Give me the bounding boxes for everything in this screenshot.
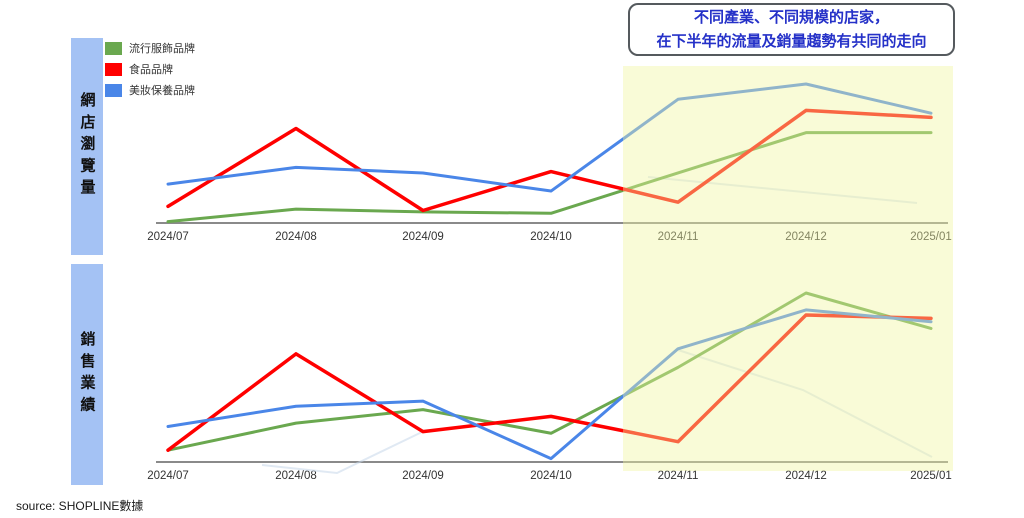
x-axis-label: 2025/01: [910, 470, 952, 482]
x-axis-label: 2024/09: [402, 231, 444, 243]
x-axis-label: 2024/12: [785, 470, 827, 482]
ghost-line: [677, 349, 933, 458]
highlight-region: [623, 66, 953, 471]
legend-swatch-icon: [105, 41, 122, 55]
x-axis-label: 2024/09: [402, 470, 444, 482]
series-line-0: [166, 131, 933, 224]
x-axis-label: 2024/08: [275, 231, 317, 243]
row-label-pageviews: 網店瀏覽量: [71, 38, 103, 255]
legend-swatch-icon: [105, 62, 122, 76]
x-axis-label: 2024/12: [785, 231, 827, 243]
x-axis-label: 2024/08: [275, 470, 317, 482]
x-axis-label: 2024/07: [147, 470, 189, 482]
x-axis-label: 2024/07: [147, 231, 189, 243]
legend-label: 食品品牌: [129, 64, 173, 76]
insight-callout: 不同產業、不同規模的店家， 在下半年的流量及銷量趨勢有共同的走向: [628, 3, 955, 56]
series-line-2: [166, 82, 933, 193]
legend-item-0: 流行服飾品牌: [105, 40, 195, 56]
callout-line-2: 在下半年的流量及銷量趨勢有共同的走向: [656, 32, 927, 50]
callout-line-1: 不同產業、不同規模的店家，: [693, 9, 889, 27]
ghost-line: [647, 176, 918, 204]
x-axis-label: 2024/10: [530, 470, 572, 482]
x-axis-label: 2025/01: [910, 231, 952, 243]
legend-label: 流行服飾品牌: [129, 43, 195, 55]
series-line-1: [166, 108, 933, 213]
row-label-sales: 銷售業績: [71, 264, 103, 485]
legend-label: 美妝保養品牌: [129, 85, 195, 97]
series-line-1: [166, 313, 933, 452]
legend-item-1: 食品品牌: [105, 61, 195, 77]
x-axis-label: 2024/11: [657, 470, 699, 482]
chart-legend: 流行服飾品牌 食品品牌美妝保養品牌: [105, 40, 195, 98]
source-note: source: SHOPLINE數據: [16, 499, 144, 513]
legend-swatch-icon: [105, 83, 122, 97]
legend-item-2: 美妝保養品牌: [105, 82, 195, 98]
series-line-0: [166, 291, 933, 452]
row-label-sales-text: 銷售業績: [78, 331, 96, 418]
series-line-2: [166, 308, 933, 461]
x-axis-label: 2024/10: [530, 231, 572, 243]
row-label-pageviews-text: 網店瀏覽量: [78, 92, 96, 201]
x-axis-label: 2024/11: [657, 231, 699, 243]
ghost-line: [261, 431, 423, 475]
